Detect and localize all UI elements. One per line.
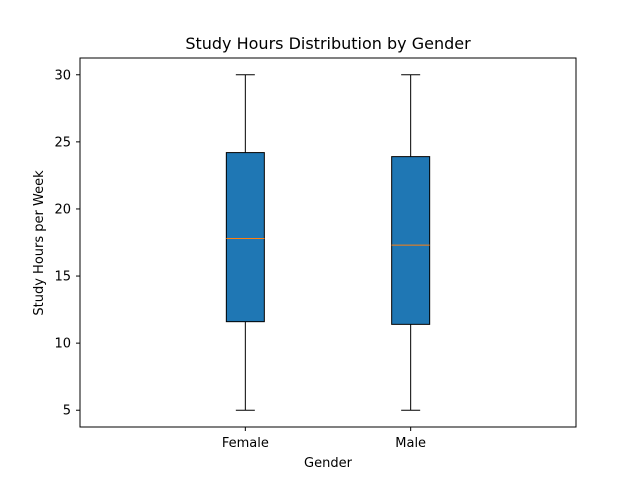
box-female [225, 152, 265, 323]
y-tick-label-30: 30 [54, 68, 71, 83]
chart-title: Study Hours Distribution by Gender [185, 34, 471, 53]
box-male [391, 156, 431, 325]
plot-frame [79, 57, 577, 428]
x-axis-label: Gender [304, 456, 353, 471]
y-tick-label-5: 5 [63, 404, 71, 419]
y-tick-label-25: 25 [54, 135, 71, 150]
x-tick-label-male: Male [395, 436, 426, 451]
y-tick-label-15: 15 [54, 270, 71, 285]
y-tick-label-20: 20 [54, 202, 71, 217]
plot-area: 5 10 15 20 25 30 Female Male [54, 57, 577, 451]
y-axis-label: Study Hours per Week [32, 170, 47, 316]
x-tick-label-female: Female [222, 436, 269, 451]
y-tick-label-10: 10 [54, 337, 71, 352]
